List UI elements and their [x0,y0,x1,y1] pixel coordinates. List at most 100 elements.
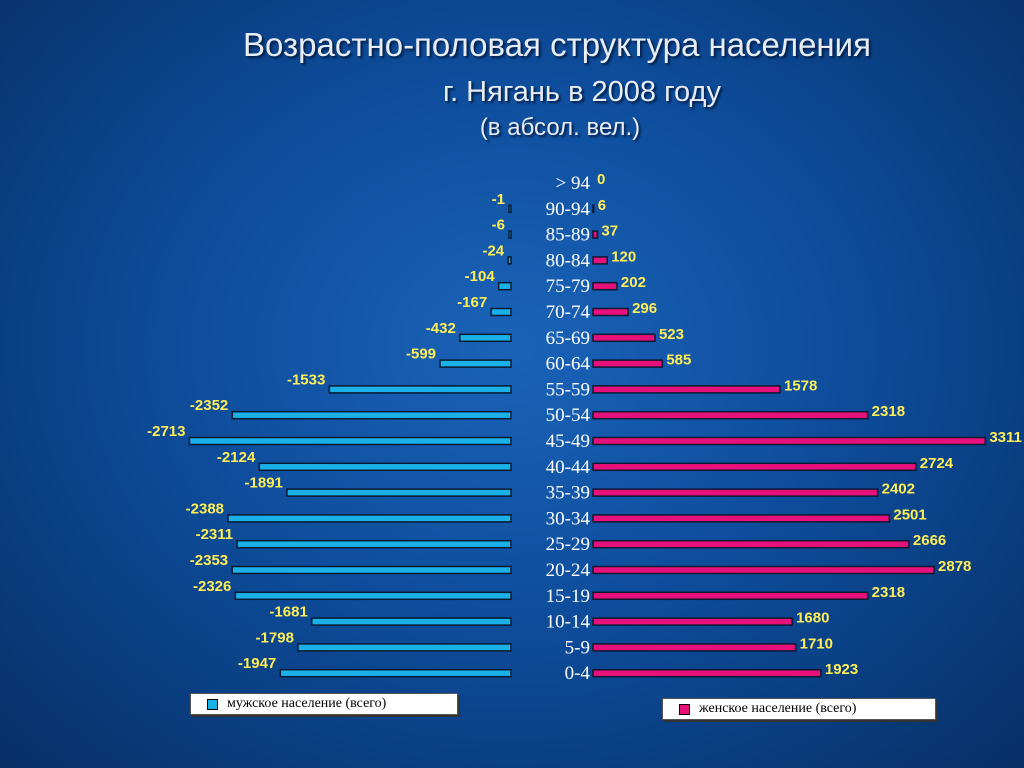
age-label: 5-9 [565,637,590,658]
female-bar [592,643,797,652]
female-value-label: 2724 [920,455,954,472]
age-label: 50-54 [546,405,591,426]
female-bar [592,204,595,214]
male-value-label: -432 [426,320,456,337]
male-bar [497,281,512,291]
female-value-label: 0 [597,171,605,188]
female-bar [592,410,869,420]
female-value-label: 2318 [872,584,905,601]
male-bar [439,359,512,368]
chart-unit-note: (в абсол. вел.) [479,114,641,141]
legend-female: женское население (всего) [662,698,936,720]
male-value-label: -2352 [190,397,228,414]
male-value-label: -104 [465,268,496,285]
age-label: 30-34 [546,508,591,529]
female-value-label: 3311 [989,429,1022,446]
chart-subtitle: г. Нягань в 2008 году [443,76,721,108]
female-bar [592,436,987,446]
age-label: 15-19 [546,586,590,607]
female-bar [592,462,917,472]
female-bar [592,488,879,497]
age-label: 85-89 [546,225,590,246]
male-value-label: -2326 [193,578,231,595]
male-bar [459,333,512,343]
female-value-label: 37 [601,223,618,240]
female-value-label: 120 [611,248,636,265]
age-label: 35-39 [546,483,590,504]
male-bar [258,462,512,472]
male-value-label: -1798 [256,629,294,646]
male-value-label: -167 [457,294,487,311]
age-label: 45-49 [546,431,590,452]
male-bar [286,488,512,497]
age-label: 70-74 [546,302,591,323]
legend-female-swatch [679,703,690,715]
female-value-label: 6 [598,197,606,214]
male-bar [234,591,512,601]
age-label: 10-14 [546,612,591,633]
male-bar [508,204,512,214]
male-bar [311,617,512,626]
male-bar [507,256,512,265]
female-value-label: 2878 [938,558,971,575]
age-label: 60-64 [546,354,591,375]
chart-title: Возрастно-половая структура населения [243,26,871,63]
female-value-label: 1680 [796,610,829,627]
male-bar [508,230,512,239]
female-bar [592,617,793,626]
female-bar [592,281,618,291]
male-bar [231,565,512,575]
age-label: 25-29 [546,534,590,555]
female-bar [592,565,935,575]
male-value-label: -24 [482,242,504,259]
male-value-label: -1533 [287,371,325,388]
female-bar [592,668,822,678]
age-label: 20-24 [546,560,591,581]
age-label: 0-4 [565,663,591,684]
legend-male-swatch [207,698,218,710]
male-value-label: -2353 [190,552,228,569]
female-value-label: 585 [666,352,691,369]
male-value-label: -2124 [217,449,256,466]
legend-male-label: мужское население (всего) [227,696,387,711]
female-bar [592,256,608,265]
male-bar [490,307,512,317]
male-bar [236,539,512,549]
female-value-label: 1578 [784,377,817,394]
female-bar [592,591,869,601]
female-bar [592,333,656,343]
female-value-label: 202 [621,274,646,291]
age-label: 80-84 [546,250,591,271]
male-bar [279,668,512,678]
male-value-label: -599 [406,346,436,363]
male-bar [297,643,512,652]
male-value-label: -1947 [238,655,276,672]
male-value-label: -2713 [147,423,185,440]
age-label: 65-69 [546,328,590,349]
female-value-label: 2666 [913,532,946,549]
female-value-label: 296 [632,300,657,317]
male-bar [328,385,512,394]
female-value-label: 1710 [800,635,833,652]
female-bar [592,385,781,394]
legend-female-label: женское население (всего) [699,701,857,716]
female-value-label: 2501 [893,506,926,523]
age-label: 75-79 [546,276,590,297]
male-value-label: -6 [492,217,505,234]
female-value-label: 2402 [882,481,915,498]
male-bar [231,410,512,420]
female-value-label: 1923 [825,661,858,678]
male-bar [227,514,512,523]
age-label: 90-94 [546,199,591,220]
female-value-label: 523 [659,326,684,343]
male-value-label: -1681 [269,604,307,621]
male-value-label: -2388 [186,500,224,517]
age-label: > 94 [556,173,591,194]
male-value-label: -1 [492,191,505,208]
male-bar [188,436,512,446]
female-bar [592,359,664,368]
female-bar [592,514,891,523]
female-bar [592,539,910,549]
female-bar [592,307,629,317]
